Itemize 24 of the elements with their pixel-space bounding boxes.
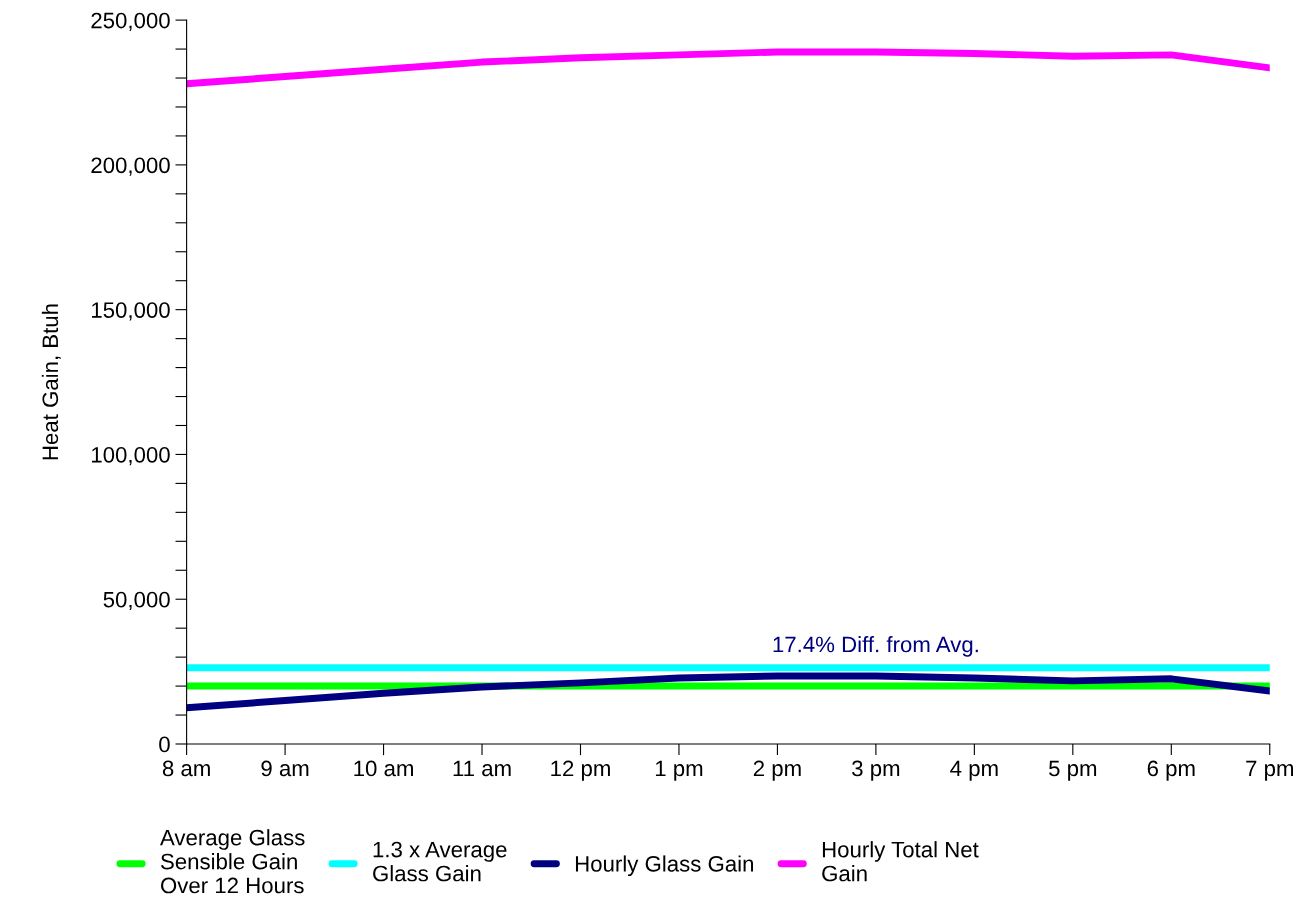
y-tick-label: 0 [159,736,170,753]
x-tick-label: 2 pm [753,760,801,781]
x-tick-label: 8 am [162,760,210,777]
legend-label: Hourly Glass Gain [575,855,754,877]
x-tick-label: 6 pm [1147,760,1195,781]
legend-label: 1.3 x Average Glass Gain [373,841,507,882]
legend-label: Hourly Total Net Gain [822,841,979,882]
x-tick-label: 7 pm [1246,760,1293,781]
y-tick-label: 150,000 [92,302,170,321]
x-tick-label: 11 am [453,760,511,777]
x-tick-label: 12 pm [551,760,610,781]
x-tick-label: 9 am [261,760,309,777]
y-tick-label: 250,000 [91,12,170,31]
y-axis-title: Heat Gain, Btuh [41,304,61,460]
annotation: 17.4% Diff. from Avg. [773,636,978,657]
x-tick-label: 4 pm [950,760,998,781]
y-tick-label: 100,000 [92,446,170,466]
y-tick-label: 50,000 [103,591,170,611]
x-tick-label: 5 pm [1049,760,1097,781]
x-tick-label: 10 am [354,760,413,777]
y-tick-label: 200,000 [91,157,170,176]
x-tick-label: 1 pm [655,760,703,781]
legend-label: Average Glass Sensible Gain Over 12 Hours [160,829,305,894]
x-tick-label: 3 pm [852,760,900,781]
